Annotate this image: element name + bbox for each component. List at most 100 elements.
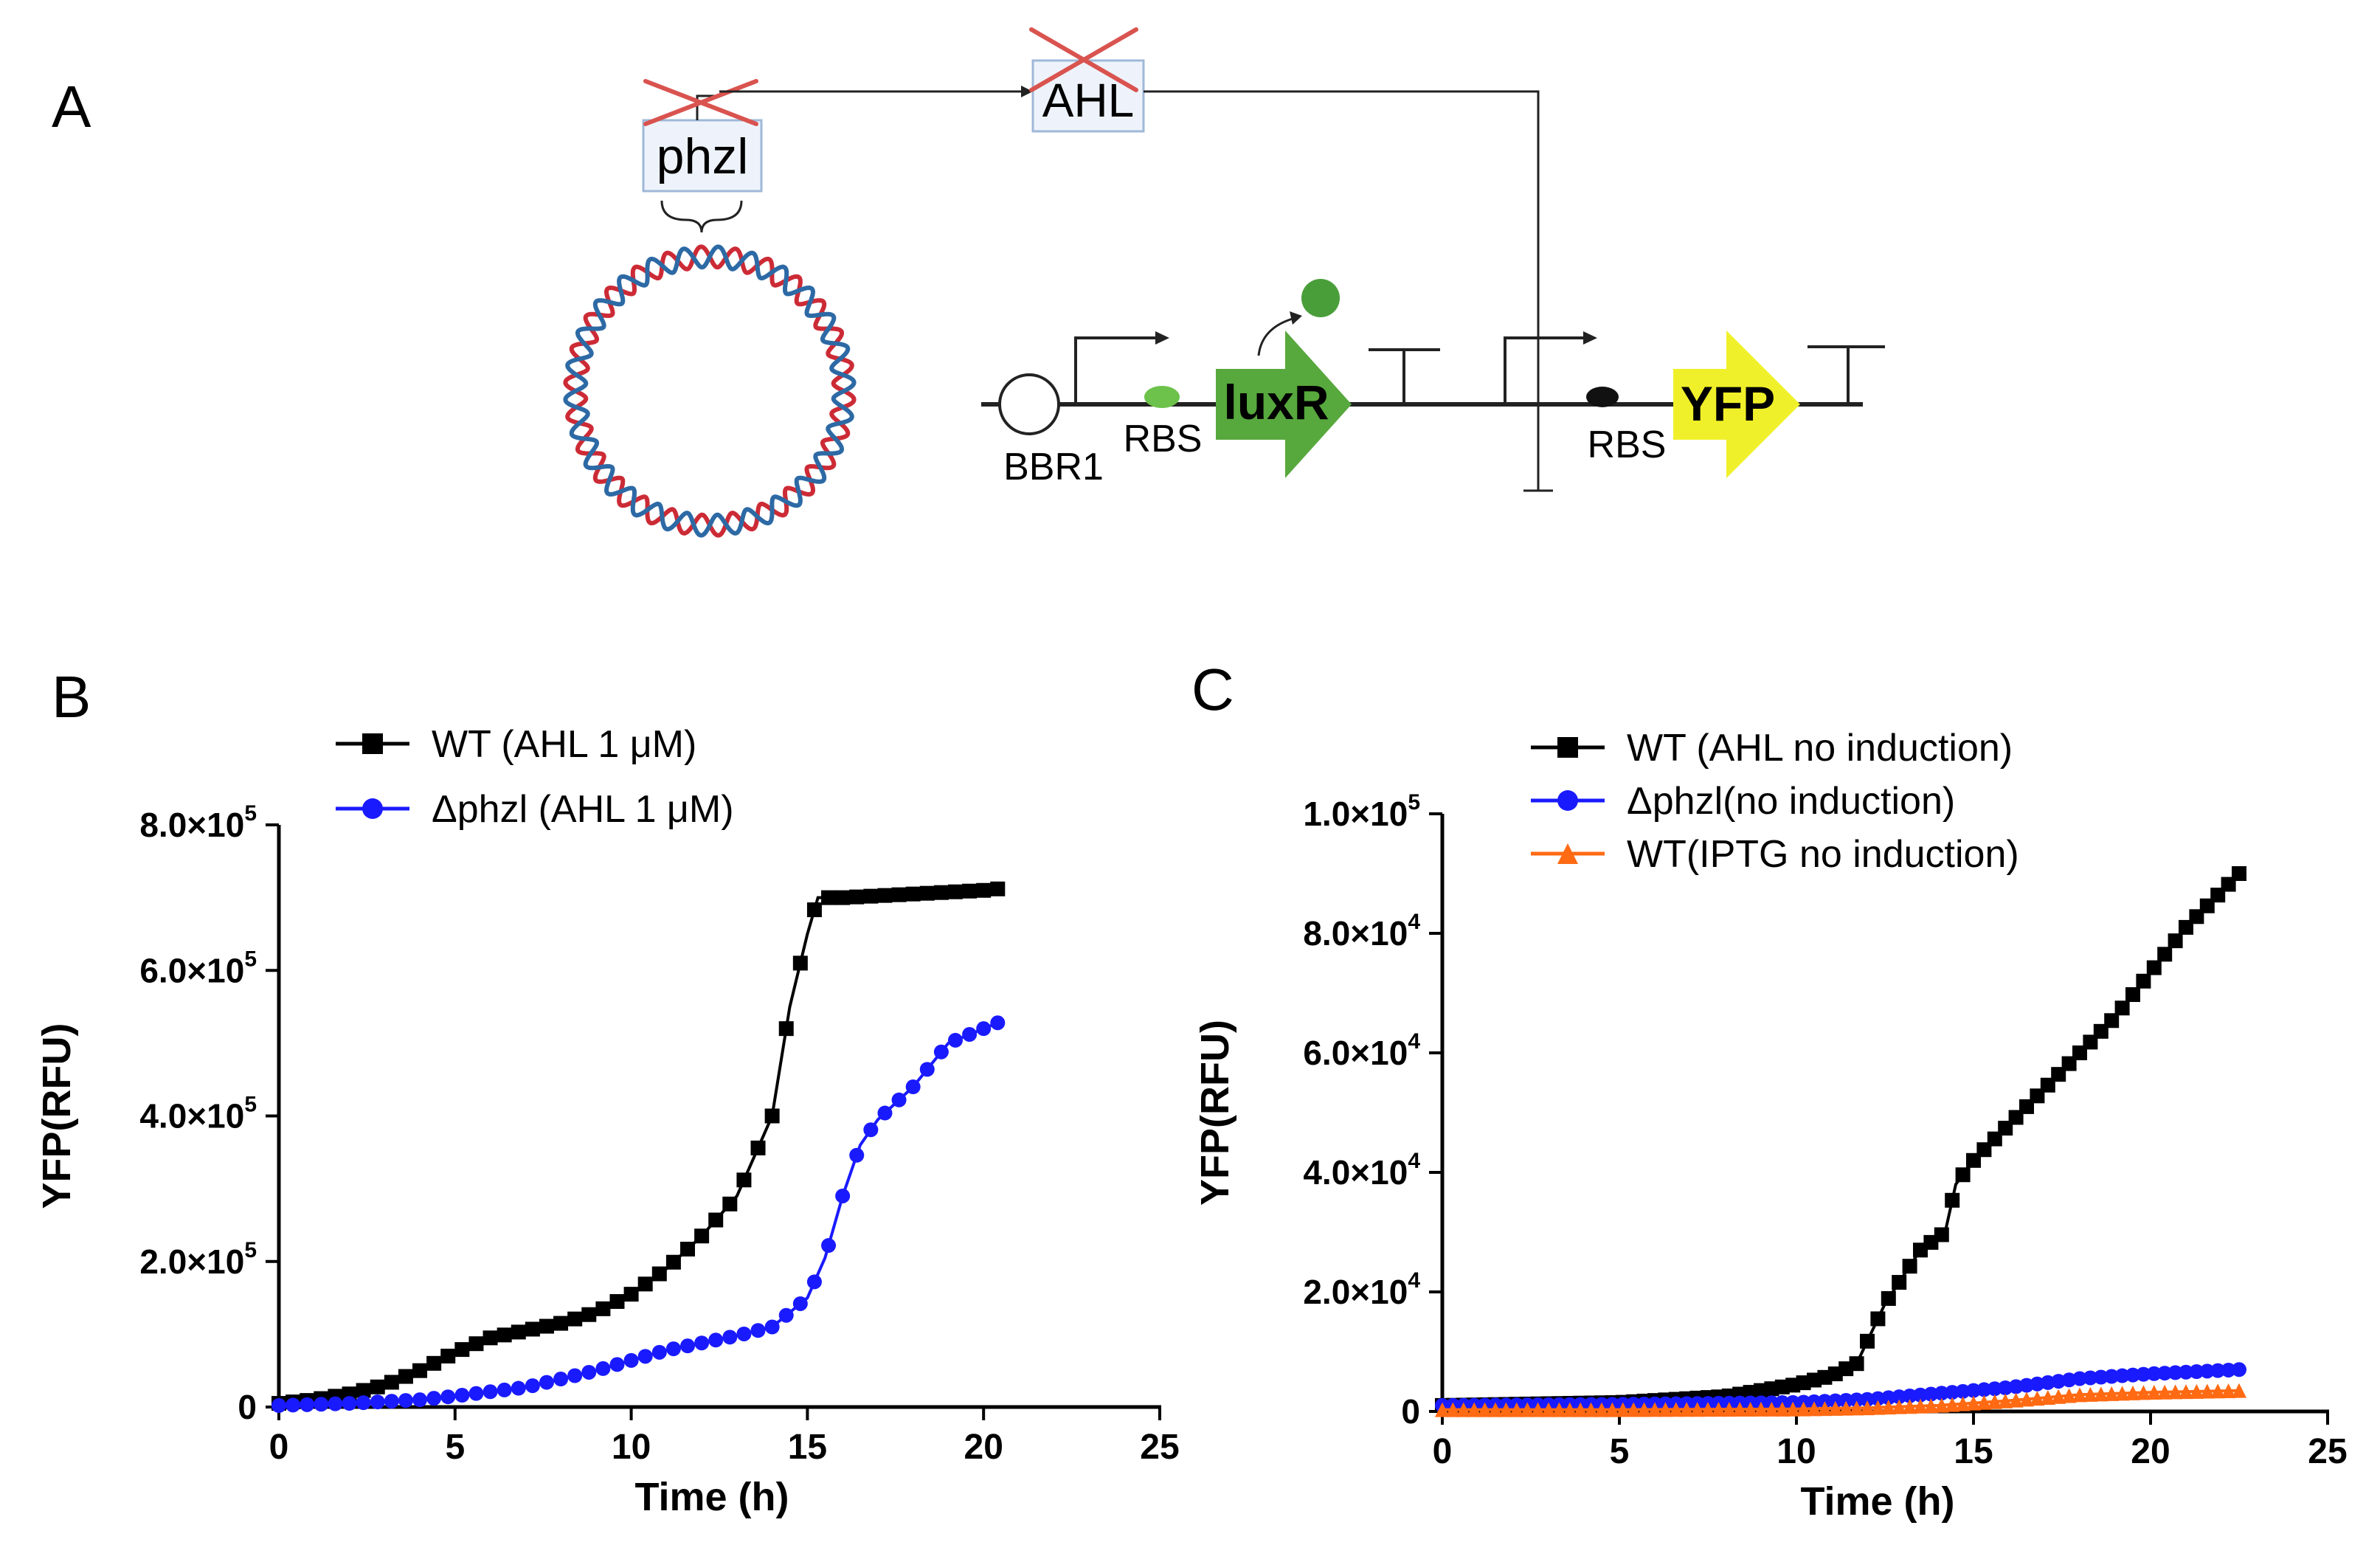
- data-point: [1881, 1290, 1896, 1306]
- promoter-2-icon: [1504, 336, 1586, 404]
- data-point: [1615, 1402, 1630, 1417]
- data-point: [2232, 1383, 2246, 1398]
- synthesis-arrowhead: [1021, 86, 1033, 97]
- data-point: [1870, 1391, 1886, 1406]
- data-point: [1849, 1356, 1864, 1372]
- data-point: [1955, 1383, 1971, 1399]
- data-point: [1647, 1402, 1662, 1417]
- data-point: [2168, 933, 2183, 949]
- data-point: [1934, 1227, 1949, 1242]
- phzl-label: phzl: [657, 128, 749, 184]
- data-point: [750, 1140, 766, 1155]
- data-point: [1552, 1402, 1567, 1417]
- chart-c: 0 5 10 15 20 25 0 2.0×104 4.0×104 6.0×104 8.0×104 1…: [1193, 727, 2348, 1524]
- data-point: [1976, 1382, 1992, 1397]
- data-point: [1913, 1387, 1928, 1403]
- data-point: [412, 1392, 428, 1408]
- data-point: [1583, 1402, 1599, 1417]
- panel-a: A phzl AHL: [52, 27, 1885, 538]
- chart-b: 0 5 10 15 20 25 0 2.0×105 4.0×105 6.0×105 8.0×105 T…: [35, 723, 1180, 1519]
- data-point: [2136, 1385, 2151, 1400]
- data-point: [384, 1394, 399, 1409]
- data-point: [947, 1032, 963, 1048]
- legend-label: Δphzl (AHL 1 μM): [432, 788, 734, 831]
- data-point: [2136, 973, 2151, 989]
- data-point: [1987, 1394, 2002, 1409]
- legend-label: WT(IPTG no induction): [1627, 833, 2019, 876]
- data-point: [2040, 1389, 2055, 1405]
- data-point: [722, 1196, 738, 1211]
- data-point: [835, 1188, 851, 1203]
- data-point: [2199, 1363, 2215, 1379]
- data-point: [891, 1092, 907, 1107]
- data-point: [1870, 1311, 1886, 1327]
- data-point: [835, 890, 851, 905]
- data-point: [1467, 1402, 1482, 1417]
- data-point: [1435, 1402, 1450, 1417]
- data-point: [2104, 1369, 2120, 1384]
- data-point: [440, 1348, 456, 1363]
- data-point: [2146, 960, 2162, 975]
- data-point: [2157, 947, 2173, 962]
- data-point: [609, 1357, 625, 1372]
- data-point: [905, 1079, 921, 1095]
- x-tick-label: 15: [788, 1428, 827, 1467]
- data-point: [1945, 1192, 1960, 1208]
- data-point: [2157, 1384, 2173, 1400]
- data-point: [1785, 1401, 1801, 1417]
- data-point: [2093, 1369, 2109, 1385]
- x-tick-label: 5: [1610, 1432, 1630, 1471]
- data-point: [384, 1375, 399, 1390]
- data-point: [623, 1352, 639, 1368]
- data-point: [905, 886, 921, 902]
- data-point: [1870, 1400, 1886, 1415]
- y-tick-label: 4.0×105: [139, 1093, 257, 1135]
- data-point: [947, 884, 963, 899]
- data-point: [2072, 1371, 2087, 1386]
- data-point: [1774, 1401, 1790, 1417]
- data-point: [1764, 1401, 1779, 1417]
- data-point: [398, 1369, 413, 1384]
- data-point: [426, 1391, 442, 1406]
- data-point: [2210, 1363, 2226, 1378]
- data-point: [919, 885, 935, 901]
- data-point: [553, 1316, 569, 1331]
- data-point: [342, 1396, 357, 1411]
- data-point: [581, 1307, 597, 1322]
- data-point: [2083, 1370, 2098, 1386]
- series-3: [1435, 1383, 2246, 1417]
- data-point: [1902, 1259, 1917, 1274]
- data-point: [637, 1276, 653, 1292]
- data-point: [1934, 1397, 1949, 1413]
- data-point: [1849, 1400, 1864, 1416]
- data-point: [454, 1342, 470, 1358]
- terminator-1-icon: [1369, 348, 1440, 404]
- legend-item: Δphzl (AHL 1 μM): [336, 788, 734, 831]
- x-axis-label: Time (h): [1800, 1479, 1954, 1524]
- promoter-1-arrowhead: [1155, 331, 1169, 345]
- data-point: [1488, 1402, 1503, 1417]
- data-point: [314, 1397, 329, 1412]
- data-point: [990, 881, 1006, 896]
- data-point: [1998, 1393, 2013, 1408]
- data-point: [2189, 1383, 2204, 1399]
- data-point: [821, 1238, 837, 1254]
- x-tick-label: 15: [1954, 1432, 1993, 1471]
- data-point: [567, 1368, 583, 1383]
- data-point: [736, 1326, 752, 1341]
- data-point: [1807, 1401, 1822, 1417]
- yfp-label: YFP: [1681, 376, 1775, 431]
- x-tick-label: 5: [445, 1428, 465, 1467]
- data-point: [2146, 1366, 2162, 1381]
- data-point: [1827, 1393, 1843, 1408]
- y-tick-label: 0: [238, 1388, 257, 1426]
- promoter-2-arrowhead: [1583, 331, 1597, 345]
- data-point: [1594, 1402, 1609, 1417]
- data-point: [1520, 1402, 1535, 1417]
- repression-line: [1144, 90, 1540, 491]
- x-tick-label: 25: [2308, 1432, 2347, 1471]
- data-point: [1838, 1400, 1854, 1416]
- terminator-2-icon: [1808, 345, 1885, 404]
- data-point: [1445, 1402, 1461, 1417]
- data-point: [595, 1361, 611, 1376]
